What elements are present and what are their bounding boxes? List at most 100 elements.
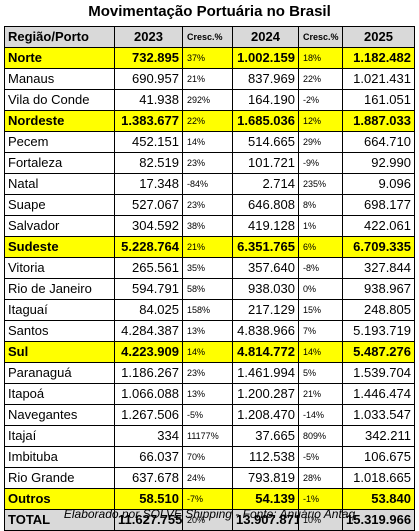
row-name: Itaguaí: [4, 299, 115, 321]
growth-2024-2025: 809%: [298, 425, 343, 447]
value-2024: 514.665: [232, 131, 299, 153]
value-2023: 1.383.677: [114, 110, 183, 132]
growth-2024-2025: 235%: [298, 173, 343, 195]
table-row: Imbituba 66.037 70% 112.538 -5% 106.675: [4, 446, 415, 468]
table-row: Rio de Janeiro 594.791 58% 938.030 0% 938.967: [4, 278, 415, 300]
value-2023: 637.678: [114, 467, 183, 489]
value-2023: 452.151: [114, 131, 183, 153]
growth-2024-2025: -14%: [298, 404, 343, 426]
value-2025: 9.096: [342, 173, 415, 195]
growth-2024-2025: -1%: [298, 488, 343, 510]
growth-2023-2024: 21%: [182, 236, 233, 258]
value-2025: 938.967: [342, 278, 415, 300]
value-2025: 664.710: [342, 131, 415, 153]
growth-2023-2024: 21%: [182, 68, 233, 90]
growth-2023-2024: 24%: [182, 467, 233, 489]
row-name: Itajaí: [4, 425, 115, 447]
growth-2023-2024: 13%: [182, 383, 233, 405]
row-name: Vitoria: [4, 257, 115, 279]
port-movement-table: Região/Porto 2023 Cresc.% 2024 Cresc.% 2…: [4, 26, 415, 531]
growth-2024-2025: 18%: [298, 47, 343, 69]
table-row: Manaus 690.957 21% 837.969 22% 1.021.431: [4, 68, 415, 90]
row-name: Itapoá: [4, 383, 115, 405]
table-row: Paranaguá 1.186.267 23% 1.461.994 5% 1.539.70…: [4, 362, 415, 384]
value-2023: 527.067: [114, 194, 183, 216]
row-name: Sul: [4, 341, 115, 363]
growth-2023-2024: -7%: [182, 488, 233, 510]
growth-2024-2025: 15%: [298, 299, 343, 321]
table-row: Rio Grande 637.678 24% 793.819 28% 1.018.665: [4, 467, 415, 489]
row-name: Suape: [4, 194, 115, 216]
growth-2023-2024: -5%: [182, 404, 233, 426]
value-2025: 6.709.335: [342, 236, 415, 258]
header-region-port: Região/Porto: [4, 26, 115, 48]
growth-2024-2025: -2%: [298, 89, 343, 111]
table-row: Fortaleza 82.519 23% 101.721 -9% 92.990: [4, 152, 415, 174]
growth-2023-2024: 38%: [182, 215, 233, 237]
value-2024: 357.640: [232, 257, 299, 279]
row-name: Vila do Conde: [4, 89, 115, 111]
growth-2023-2024: 11177%: [182, 425, 233, 447]
value-2024: 164.190: [232, 89, 299, 111]
value-2025: 5.487.276: [342, 341, 415, 363]
growth-2024-2025: 12%: [298, 110, 343, 132]
value-2024: 1.208.470: [232, 404, 299, 426]
value-2024: 6.351.765: [232, 236, 299, 258]
row-name: Santos: [4, 320, 115, 342]
value-2023: 5.228.764: [114, 236, 183, 258]
growth-2023-2024: 37%: [182, 47, 233, 69]
value-2025: 1.539.704: [342, 362, 415, 384]
row-name: Pecem: [4, 131, 115, 153]
growth-2024-2025: 6%: [298, 236, 343, 258]
row-name: Sudeste: [4, 236, 115, 258]
value-2024: 4.814.772: [232, 341, 299, 363]
header-2023: 2023: [114, 26, 183, 48]
value-2025: 422.061: [342, 215, 415, 237]
row-name: Rio Grande: [4, 467, 115, 489]
growth-2023-2024: 292%: [182, 89, 233, 111]
value-2025: 248.805: [342, 299, 415, 321]
growth-2023-2024: -84%: [182, 173, 233, 195]
growth-2024-2025: 14%: [298, 341, 343, 363]
growth-2023-2024: 13%: [182, 320, 233, 342]
table-row: Santos 4.284.387 13% 4.838.966 7% 5.193.719: [4, 320, 415, 342]
row-name: Nordeste: [4, 110, 115, 132]
growth-2024-2025: 29%: [298, 131, 343, 153]
value-2024: 646.808: [232, 194, 299, 216]
row-name: Norte: [4, 47, 115, 69]
value-2023: 1.066.088: [114, 383, 183, 405]
growth-2023-2024: 35%: [182, 257, 233, 279]
value-2025: 53.840: [342, 488, 415, 510]
value-2023: 41.938: [114, 89, 183, 111]
value-2025: 698.177: [342, 194, 415, 216]
value-2023: 1.267.506: [114, 404, 183, 426]
growth-2024-2025: 1%: [298, 215, 343, 237]
value-2024: 1.461.994: [232, 362, 299, 384]
growth-2024-2025: -8%: [298, 257, 343, 279]
value-2025: 161.051: [342, 89, 415, 111]
table-row: Itapoá 1.066.088 13% 1.200.287 21% 1.446.474: [4, 383, 415, 405]
value-2025: 342.211: [342, 425, 415, 447]
value-2023: 732.895: [114, 47, 183, 69]
header-2025: 2025: [342, 26, 415, 48]
value-2024: 2.714: [232, 173, 299, 195]
value-2023: 304.592: [114, 215, 183, 237]
value-2025: 5.193.719: [342, 320, 415, 342]
document-title: Movimentação Portuária no Brasil: [88, 3, 331, 20]
value-2024: 217.129: [232, 299, 299, 321]
value-2024: 1.002.159: [232, 47, 299, 69]
growth-2023-2024: 14%: [182, 131, 233, 153]
table-row: Pecem 452.151 14% 514.665 29% 664.710: [4, 131, 415, 153]
value-2023: 594.791: [114, 278, 183, 300]
growth-2024-2025: -9%: [298, 152, 343, 174]
header-growth-2024: Cresc.%: [182, 26, 233, 48]
growth-2024-2025: 21%: [298, 383, 343, 405]
row-name: Natal: [4, 173, 115, 195]
growth-2024-2025: 22%: [298, 68, 343, 90]
value-2025: 106.675: [342, 446, 415, 468]
row-name: Manaus: [4, 68, 115, 90]
header-growth-2025: Cresc.%: [298, 26, 343, 48]
value-2023: 334: [114, 425, 183, 447]
value-2025: 1.887.033: [342, 110, 415, 132]
